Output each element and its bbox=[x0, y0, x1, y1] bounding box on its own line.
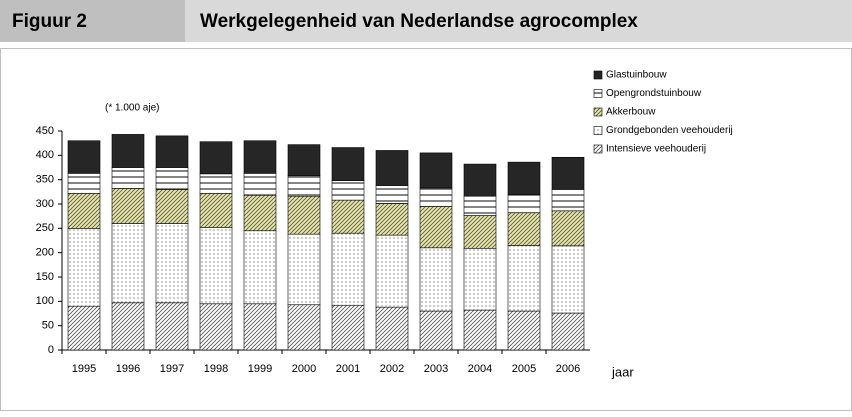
bar-segment bbox=[155, 189, 189, 224]
x-tick-label: 2003 bbox=[424, 363, 448, 375]
x-tick-label: 2002 bbox=[380, 363, 404, 375]
bar-segment bbox=[419, 187, 453, 207]
bar-segment bbox=[419, 247, 453, 312]
x-tick-label: 2000 bbox=[292, 363, 316, 375]
x-tick-label: 1998 bbox=[204, 363, 228, 375]
bar-segment bbox=[243, 303, 277, 351]
legend-label: Glastuinbouw bbox=[606, 70, 667, 81]
bar-segment bbox=[199, 141, 233, 175]
bar-segment bbox=[551, 156, 585, 190]
bar-segment bbox=[551, 312, 585, 351]
bar-segment bbox=[507, 161, 541, 195]
bar-segment bbox=[287, 175, 321, 197]
bar-segment bbox=[199, 227, 233, 305]
figure-label-box bbox=[0, 0, 185, 42]
y-tick-label: 100 bbox=[36, 295, 54, 307]
bar-segment bbox=[463, 215, 497, 249]
legend-swatch bbox=[593, 89, 603, 98]
bar-segment bbox=[287, 304, 321, 351]
y-tick-label: 400 bbox=[36, 149, 54, 161]
bar-segment bbox=[375, 203, 409, 236]
y-tick-label: 50 bbox=[42, 320, 54, 332]
bar-segment bbox=[243, 140, 277, 174]
bar-segment bbox=[287, 233, 321, 306]
bar-segment bbox=[287, 195, 321, 235]
legend-swatch bbox=[593, 126, 603, 135]
bar-segment bbox=[199, 303, 233, 351]
x-tick-label: 1999 bbox=[248, 363, 272, 375]
y-tick-label: 300 bbox=[36, 198, 54, 210]
bar-segment bbox=[199, 173, 233, 194]
bar-segment bbox=[551, 245, 585, 314]
bar-segment bbox=[507, 212, 541, 246]
y-tick-label: 250 bbox=[36, 222, 54, 234]
legend-swatch bbox=[593, 107, 603, 117]
bar-segment bbox=[331, 304, 365, 351]
bar-segment bbox=[375, 185, 409, 204]
bar-segment bbox=[199, 192, 233, 228]
bar-segment bbox=[331, 147, 365, 181]
bar-segment bbox=[463, 163, 497, 197]
bar-segment bbox=[155, 302, 189, 351]
bar-segment bbox=[67, 173, 101, 194]
y-tick-label: 200 bbox=[36, 247, 54, 259]
bar-segment bbox=[463, 247, 497, 311]
bar-segment bbox=[111, 167, 145, 189]
bar-segment bbox=[331, 232, 365, 306]
legend-swatch bbox=[593, 70, 603, 80]
bar-segment bbox=[507, 193, 541, 214]
bar-segment bbox=[419, 152, 453, 189]
x-tick-label: 1995 bbox=[72, 363, 96, 375]
bar-segment bbox=[287, 144, 321, 177]
x-tick-label: 1997 bbox=[160, 363, 184, 375]
x-tick-label: 1996 bbox=[116, 363, 140, 375]
bar-segment bbox=[507, 245, 541, 312]
bar-segment bbox=[243, 230, 277, 305]
bar-segment bbox=[67, 228, 101, 307]
bar-segment bbox=[243, 173, 277, 196]
unit-note: (* 1.000 aje) bbox=[105, 103, 159, 114]
bar-segment bbox=[67, 305, 101, 351]
y-tick-label: 0 bbox=[48, 344, 54, 356]
bar-segment bbox=[375, 234, 409, 308]
bar-segment bbox=[331, 199, 365, 234]
x-tick-label: 2006 bbox=[556, 363, 580, 375]
bar-segment bbox=[111, 188, 145, 224]
y-tick-label: 450 bbox=[36, 125, 54, 137]
bar-segment bbox=[463, 195, 497, 216]
bar-segment bbox=[507, 310, 541, 351]
bar-segment bbox=[67, 140, 101, 174]
y-tick-label: 150 bbox=[36, 271, 54, 283]
legend-label: Intensieve veehouderij bbox=[606, 144, 706, 155]
x-tick-label: 2004 bbox=[468, 363, 492, 375]
legend-swatch bbox=[593, 144, 603, 154]
legend-label: Opengrondstuinbouw bbox=[606, 88, 702, 99]
bar-segment bbox=[463, 309, 497, 351]
bar-segment bbox=[243, 194, 277, 232]
legend-label: Grondgebonden veehouderij bbox=[606, 125, 733, 136]
x-tick-label: 2001 bbox=[336, 363, 360, 375]
figure-label: Figuur 2 bbox=[12, 11, 87, 32]
bar-segment bbox=[375, 306, 409, 351]
x-tick-label: 2005 bbox=[512, 363, 536, 375]
bar-segment bbox=[111, 134, 145, 168]
bar-segment bbox=[419, 206, 453, 249]
bar-segment bbox=[155, 167, 189, 190]
bar-segment bbox=[551, 189, 585, 212]
x-axis-label: jaar bbox=[611, 364, 634, 379]
bar-segment bbox=[419, 310, 453, 351]
bar-segment bbox=[155, 223, 189, 304]
legend-label: Akkerbouw bbox=[606, 107, 656, 118]
bar-segment bbox=[111, 302, 145, 351]
y-tick-label: 350 bbox=[36, 174, 54, 186]
bar-segment bbox=[111, 223, 145, 304]
bar-segment bbox=[551, 210, 585, 247]
bar-segment bbox=[331, 180, 365, 201]
chart-title: Werkgelegenheid van Nederlandse agrocomp… bbox=[200, 11, 638, 32]
bar-segment bbox=[67, 192, 101, 229]
bar-segment bbox=[155, 135, 189, 168]
bar-segment bbox=[375, 150, 409, 186]
